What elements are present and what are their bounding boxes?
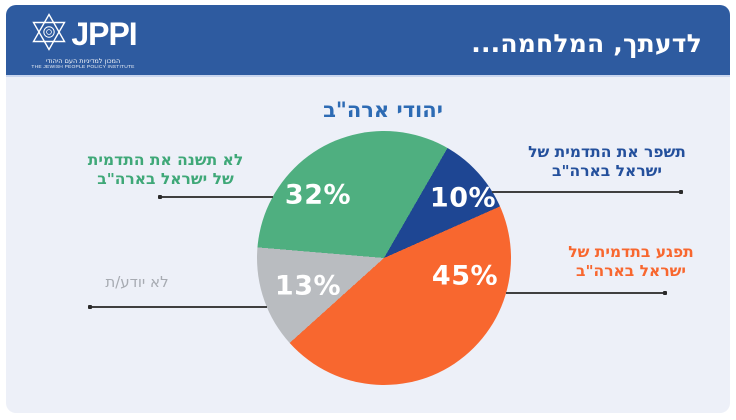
logo-wordmark: JPPI: [71, 16, 137, 52]
chart-title: יהודי ארה"ב: [323, 98, 443, 122]
jppi-logo: JPPI המכון למדיניות העם היהודי THE JEWIS…: [20, 12, 146, 71]
callout-line: תשפר את התדמית של: [528, 143, 686, 161]
callout-line: ישראל בארה"ב: [552, 162, 662, 180]
logo-tagline-english: THE JEWISH PEOPLE POLICY INSTITUTE: [31, 65, 135, 70]
card: JPPI המכון למדיניות העם היהודי THE JEWIS…: [6, 5, 730, 413]
leader-line-harm: [506, 290, 667, 294]
callout-line: ישראל בארה"ב: [576, 262, 686, 280]
logo-row: JPPI: [29, 12, 138, 56]
logo-tagline-hebrew: המכון למדיניות העם היהודי: [45, 57, 121, 65]
callout-label-no-change: לא תשנה את התדמית של ישראל בארה"ב: [58, 151, 273, 189]
leader-line-no-change: [158, 194, 273, 198]
callout-line: תפגע בתדמית של: [568, 243, 694, 261]
callout-line: לא יודע/ת: [105, 273, 169, 291]
callout-label-improve: תשפר את התדמית של ישראל בארה"ב: [500, 143, 714, 181]
pie-chart: [257, 131, 511, 385]
pie-value-no-change: 32%: [284, 179, 352, 211]
slide-title: לדעתך, המלחמה...: [471, 29, 702, 58]
pie-value-harm: 45%: [431, 260, 499, 292]
pie-value-dont-know: 13%: [274, 270, 342, 302]
callout-line: לא תשנה את התדמית: [87, 151, 244, 169]
header-bar: JPPI המכון למדיניות העם היהודי THE JEWIS…: [6, 5, 730, 77]
pie-value-improve: 10%: [429, 182, 497, 214]
callout-label-harm: תפגע בתדמית של ישראל בארה"ב: [540, 243, 722, 281]
leader-line-improve: [492, 189, 683, 193]
callout-line: של ישראל בארה"ב: [97, 170, 234, 188]
leader-line-dont-know: [88, 304, 267, 308]
callout-label-dont-know: לא יודע/ת: [78, 273, 196, 292]
star-of-david-icon: [29, 12, 69, 56]
